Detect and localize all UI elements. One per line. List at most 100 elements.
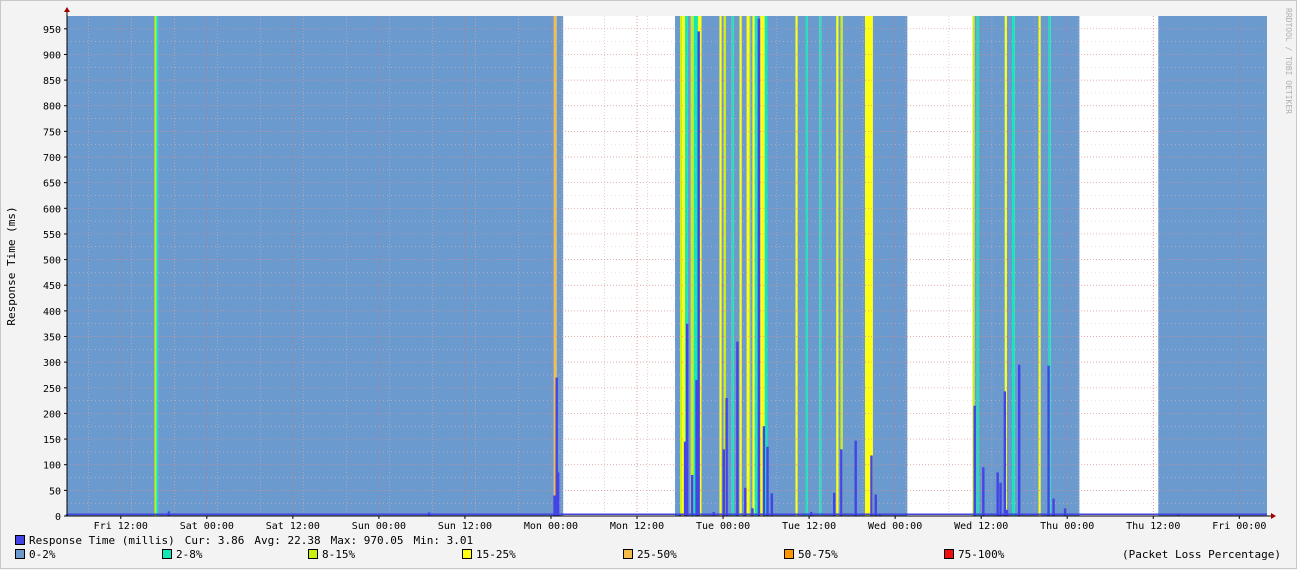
stat-avg-label: Avg: [254,534,281,547]
loss-band-5 [556,16,564,516]
y-tick-label: 500 [43,256,61,267]
loss-band-36 [819,16,822,516]
loss-background-layer [67,16,1267,516]
loss-band-19 [731,16,734,516]
loss-band-56 [1158,16,1267,516]
y-tick-label: 200 [43,409,61,420]
loss-band-45 [974,16,977,516]
loss-band-43 [872,16,908,516]
loss-band-44 [972,16,975,516]
legend: Response Time (millis) Cur: 3.86 Avg: 22.3… [15,534,1285,562]
y-tick-label: 850 [43,76,61,87]
y-tick-label: 350 [43,333,61,344]
y-tick-label: 150 [43,435,61,446]
y-tick-label: 900 [43,50,61,61]
response-spike-4 [555,377,558,516]
loss-band-23 [746,16,749,516]
loss-band-52 [1038,16,1041,516]
loss-band-22 [741,16,747,516]
loss-band-29 [760,16,765,516]
legend-row-response: Response Time (millis) Cur: 3.86 Avg: 22.3… [15,534,1285,548]
response-spike-25 [854,440,857,516]
loss-band-21 [739,16,742,516]
loss-label-8-15: 8-15% [322,548,356,561]
loss-band-12 [693,16,698,516]
response-spike-36 [1047,365,1050,516]
response-series-layer [65,18,1267,517]
y-tick-label: 50 [49,486,61,497]
loss-band-37 [821,16,837,516]
response-spike-22 [810,511,813,516]
legend-item-loss-0-2: 0-2% [15,548,56,561]
stat-max-value: 970.05 [363,534,404,547]
y-tick-label: 800 [43,102,61,113]
response-spike-3 [553,495,556,516]
loss-band-51 [1014,16,1039,516]
response-spike-38 [1063,508,1067,516]
loss-band-0 [67,16,155,516]
x-tick-label: Sun 12:00 [438,521,492,532]
response-spike-21 [770,493,774,516]
x-axis-arrow [1271,513,1276,519]
stat-cur-value: 3.86 [217,534,245,547]
x-tick-label: Thu 12:00 [1126,521,1180,532]
loss-band-16 [721,16,724,516]
loss-band-55 [1050,16,1080,516]
response-spike-28 [878,513,882,516]
stat-min-value: 3.01 [446,534,474,547]
loss-band-53 [1040,16,1049,516]
response-spike-30 [982,467,985,516]
y-tick-label: 550 [43,230,61,241]
response-spike-14 [725,398,728,516]
response-spike-34 [1005,509,1009,516]
response-spike-15 [736,341,739,516]
response-spike-23 [832,492,836,516]
loss-swatch-2-8 [162,549,172,559]
response-spike-26 [870,455,873,516]
loss-band-50 [1012,16,1015,516]
response-spike-32 [999,482,1002,516]
y-axis-label: Response Time (ms) [5,206,18,325]
loss-band-38 [836,16,839,516]
axes-layer: 0 50 100 150 200 250 300 350 400 450 500 550 600 650 7… [43,7,1276,532]
response-spike-35 [1017,364,1021,516]
response-spike-9 [691,474,694,516]
response-spike-33 [1003,391,1007,516]
loss-band-4 [553,16,557,516]
response-spike-29 [973,405,976,516]
legend-item-loss-15-25: 15-25% [462,548,516,561]
loss-band-3 [158,16,554,516]
y-tick-label: 300 [43,358,61,369]
loss-swatch-8-15 [308,549,318,559]
x-tick-label: Sat 12:00 [266,521,320,532]
x-tick-label: Mon 12:00 [610,521,664,532]
stat-avg-value: 22.38 [287,534,321,547]
response-spike-19 [762,426,766,516]
response-spike-1 [167,511,171,516]
response-spike-16 [744,487,747,516]
loss-band-10 [687,16,691,516]
loss-band-49 [1006,16,1013,516]
y-tick-label: 650 [43,179,61,190]
x-tick-label: Fri 12:00 [94,521,148,532]
loss-band-2 [156,16,159,516]
response-spike-27 [874,494,877,516]
loss-band-17 [723,16,726,516]
response-spike-7 [683,441,687,516]
response-swatch [15,535,25,545]
loss-band-46 [976,16,980,516]
loss-band-42 [865,16,873,516]
y-tick-label: 100 [43,461,61,472]
stat-cur-label: Cur: [184,534,212,547]
grid-layer [67,16,1267,516]
loss-band-24 [748,16,751,516]
loss-band-31 [767,16,796,516]
loss-band-54 [1048,16,1051,516]
response-label: Response Time (millis) [29,534,175,547]
x-tick-label: Thu 00:00 [1040,521,1094,532]
loss-band-34 [805,16,808,516]
response-spike-2 [427,512,431,516]
x-tick-label: Fri 00:00 [1212,521,1266,532]
